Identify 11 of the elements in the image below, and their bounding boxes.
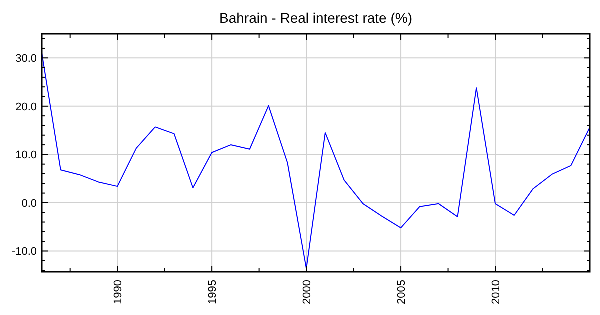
y-tick-label: -10.0 (12, 246, 37, 258)
x-tick-label: 2000 (302, 280, 314, 304)
chart-title: Bahrain - Real interest rate (%) (220, 10, 412, 26)
x-tick-label: 1995 (207, 280, 220, 304)
x-tick-label: 2005 (396, 280, 408, 304)
y-tick-label: 30.0 (16, 53, 37, 66)
y-tick-label: 20.0 (16, 101, 37, 114)
y-tick-label: 0.0 (22, 198, 37, 210)
x-tick-label: 1990 (112, 280, 125, 304)
x-tick-label: 2010 (490, 280, 503, 304)
y-tick-label: 10.0 (16, 150, 37, 162)
